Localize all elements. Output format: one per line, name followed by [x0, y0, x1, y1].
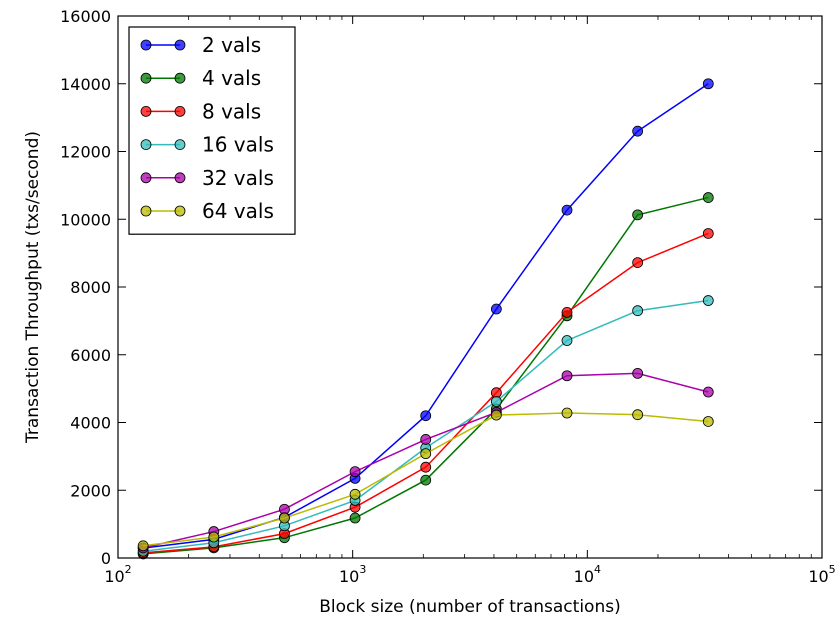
y-tick-label: 6000 [70, 346, 111, 365]
data-point [561, 370, 573, 382]
legend-marker [174, 106, 186, 117]
data-point [490, 396, 502, 407]
data-point [490, 409, 502, 421]
legend-marker [140, 139, 152, 151]
data-point [420, 461, 432, 473]
legend-marker [174, 139, 186, 151]
legend-marker [140, 205, 152, 217]
legend-box [128, 26, 296, 235]
series-line [142, 372, 709, 549]
data-point [702, 192, 714, 203]
y-axis-label: Transaction Throughput (txs/second) [23, 131, 43, 444]
legend-label: 2 vals [202, 33, 261, 57]
legend-marker [140, 72, 152, 84]
legend-label: 8 vals [202, 99, 261, 123]
legend-item: 64 vals [140, 199, 274, 223]
data-point [632, 257, 644, 269]
series-16-vals [137, 295, 714, 557]
x-tick-label: 103 [339, 563, 366, 586]
series-32-vals [137, 367, 714, 554]
x-tick-label: 104 [574, 563, 601, 586]
legend-label: 4 vals [202, 66, 261, 90]
y-tick-label: 4000 [70, 414, 111, 433]
legend-label: 64 vals [202, 199, 274, 223]
legend-item: 4 vals [140, 66, 261, 90]
data-point [279, 512, 290, 524]
data-point [349, 488, 361, 500]
data-point [349, 466, 361, 478]
y-tick-label: 0 [101, 549, 111, 568]
data-point [632, 409, 644, 421]
series-line [143, 299, 709, 552]
data-point [420, 410, 432, 422]
data-point [420, 474, 432, 486]
legend-label: 16 vals [202, 133, 274, 157]
series-4-vals [137, 192, 714, 560]
x-axis-label: Block size (number of transactions) [319, 597, 620, 617]
y-tick-label: 14000 [60, 75, 111, 94]
data-point [349, 512, 361, 524]
data-point [137, 540, 149, 552]
data-point [561, 335, 573, 346]
legend-item: 2 vals [140, 33, 261, 57]
data-point [702, 386, 714, 398]
legend-item: 32 vals [140, 166, 274, 190]
data-point [702, 295, 714, 306]
data-point [420, 448, 432, 460]
data-point [632, 367, 644, 379]
y-tick-label: 10000 [60, 210, 111, 229]
x-tick-label: 105 [808, 563, 835, 586]
y-tick-label: 8000 [70, 278, 111, 297]
series-64-vals [137, 407, 714, 552]
data-point [208, 531, 220, 543]
legend-marker [174, 72, 186, 84]
data-point [632, 209, 644, 221]
series-line [143, 196, 709, 555]
data-point [490, 303, 502, 315]
x-tick-label: 102 [104, 563, 131, 586]
legend-marker [174, 39, 186, 51]
data-point [702, 416, 714, 427]
data-point [632, 305, 644, 317]
legend-marker [140, 172, 152, 184]
series-8-vals [137, 228, 714, 559]
y-tick-label: 12000 [60, 143, 111, 162]
legend-label: 32 vals [202, 166, 274, 190]
legend-item: 16 vals [140, 133, 274, 157]
legend-marker [140, 106, 152, 117]
legend-marker [174, 172, 186, 184]
data-point [561, 407, 573, 419]
data-point [561, 307, 573, 318]
data-point [561, 204, 573, 216]
data-point [420, 434, 432, 445]
y-tick-label: 16000 [60, 7, 111, 26]
y-tick-label: 2000 [70, 481, 111, 500]
legend-item: 8 vals [140, 99, 261, 123]
data-point [702, 78, 714, 90]
legend-marker [174, 205, 186, 217]
data-point [632, 125, 644, 137]
legend-marker [140, 39, 152, 51]
series-line [143, 232, 709, 554]
data-point [702, 228, 714, 239]
